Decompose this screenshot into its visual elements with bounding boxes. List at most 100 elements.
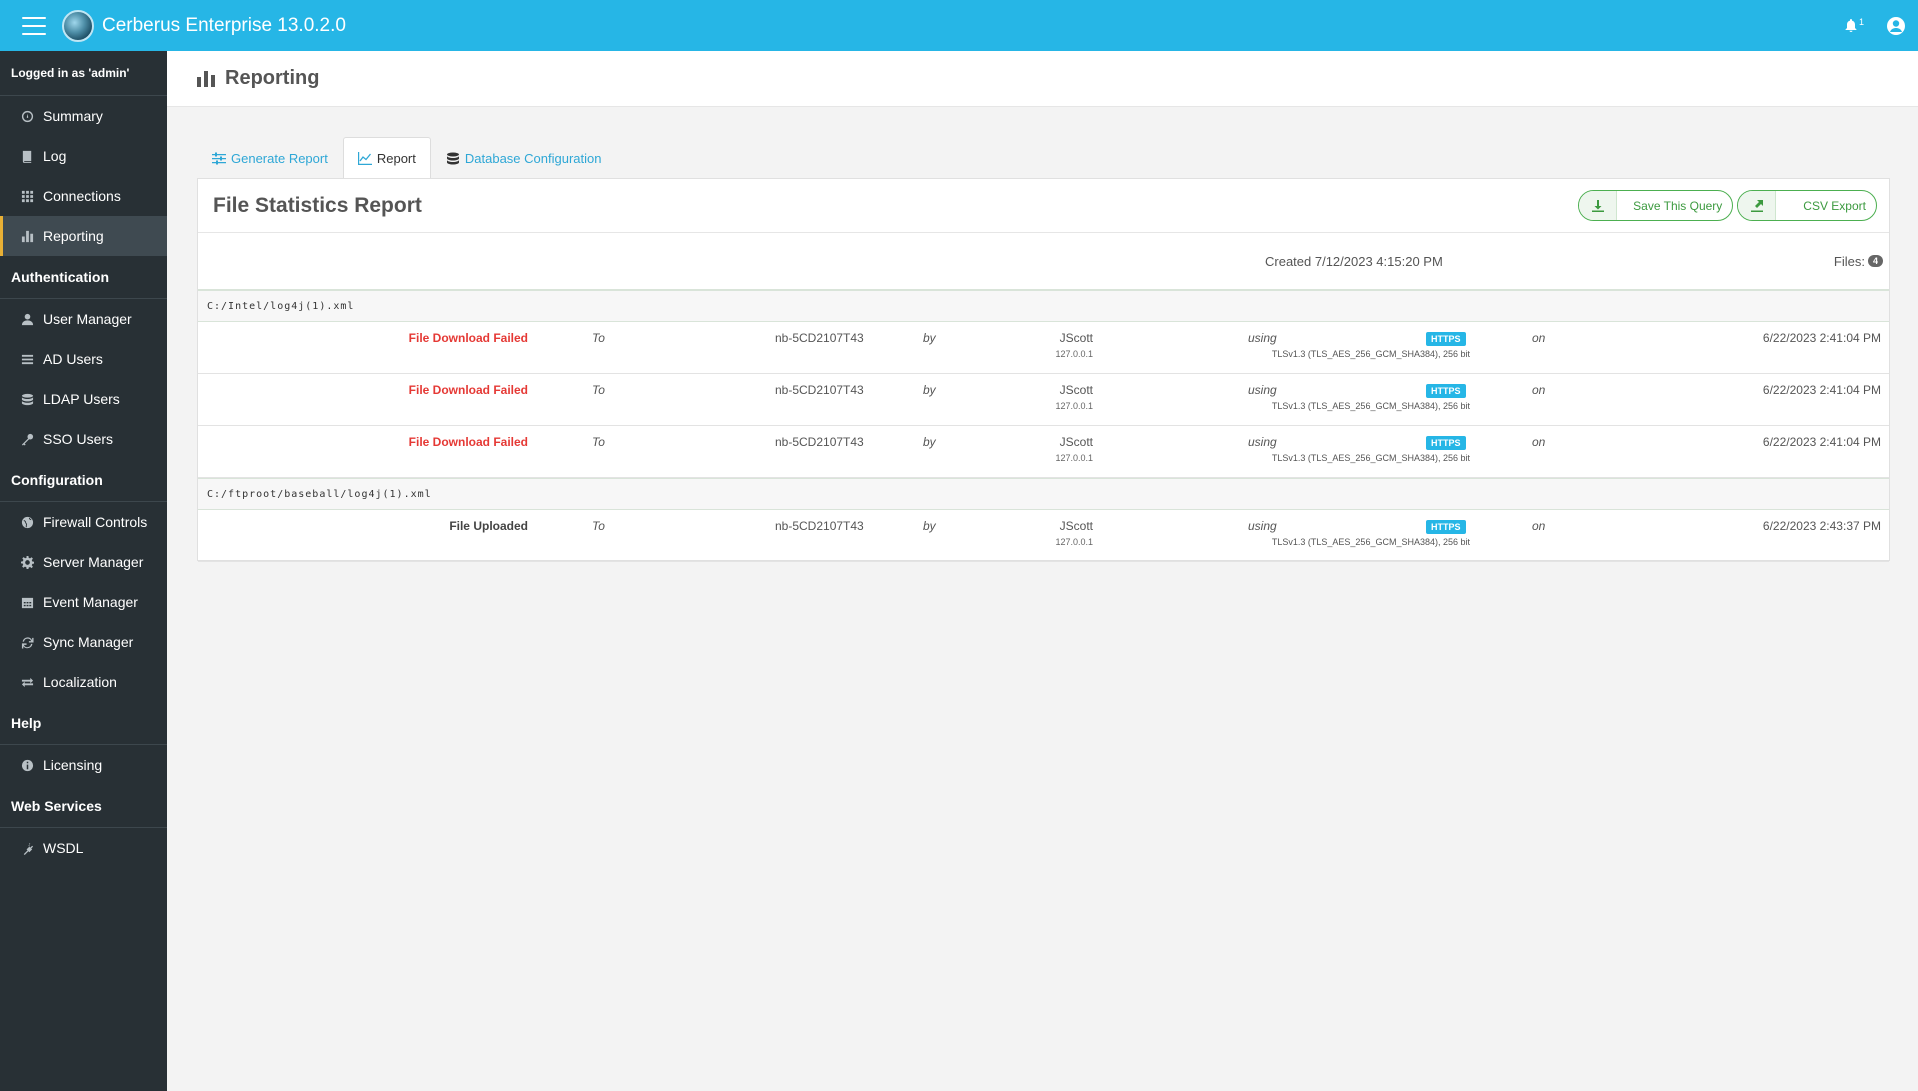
- to-label: To: [592, 331, 605, 345]
- sidebar-item-connections[interactable]: Connections: [0, 176, 167, 216]
- globe-icon: [20, 515, 34, 529]
- grid-icon: [20, 189, 34, 203]
- user-name: JScott: [1059, 331, 1093, 345]
- csv-export-button[interactable]: CSV Export: [1737, 190, 1877, 221]
- sidebar-item-label: Summary: [43, 108, 103, 124]
- sidebar-item-label: SSO Users: [43, 431, 114, 447]
- on-label: on: [1532, 435, 1546, 449]
- hamburger-menu-icon[interactable]: [22, 16, 46, 35]
- using-label: using: [1248, 435, 1277, 449]
- protocol-badge: HTTPS: [1426, 332, 1466, 346]
- sidebar-item-label: User Manager: [43, 311, 132, 327]
- sidebar-item-wsdl[interactable]: WSDL: [0, 828, 167, 868]
- notifications-button[interactable]: 1: [1845, 17, 1864, 32]
- tab-label: Database Configuration: [464, 151, 602, 166]
- page-header: Reporting: [167, 51, 1918, 107]
- ip-address: 127.0.0.1: [1055, 349, 1093, 359]
- bell-icon: [1845, 19, 1857, 32]
- user-account-icon[interactable]: [1886, 16, 1906, 36]
- event-timestamp: 6/22/2023 2:43:37 PM: [1762, 519, 1881, 533]
- report-title: File Statistics Report: [213, 193, 422, 217]
- ip-address: 127.0.0.1: [1055, 537, 1093, 547]
- exchange-icon: [20, 675, 34, 689]
- event-timestamp: 6/22/2023 2:41:04 PM: [1762, 383, 1881, 397]
- sidebar-item-label: AD Users: [43, 351, 103, 367]
- notification-count: 1: [1858, 17, 1864, 27]
- sidebar-item-label: Connections: [43, 188, 121, 204]
- to-label: To: [592, 383, 605, 397]
- on-label: on: [1532, 331, 1546, 345]
- host-name: nb-5CD2107T43: [775, 331, 864, 345]
- tls-info: TLSv1.3 (TLS_AES_256_GCM_SHA384), 256 bi…: [1271, 401, 1470, 411]
- sidebar-item-firewall-controls[interactable]: Firewall Controls: [0, 502, 167, 542]
- status-text: File Download Failed: [408, 383, 528, 397]
- database-icon: [446, 152, 459, 165]
- sidebar-item-sso-users[interactable]: SSO Users: [0, 419, 167, 459]
- tls-info: TLSv1.3 (TLS_AES_256_GCM_SHA384), 256 bi…: [1271, 349, 1470, 359]
- status-text: File Download Failed: [408, 331, 528, 345]
- sidebar: Logged in as 'admin' Summary Log Connect…: [0, 51, 167, 1091]
- created-timestamp: Created 7/12/2023 4:15:20 PM: [1265, 253, 1443, 269]
- table-row: File Download Failed To nb-5CD2107T43 by…: [198, 374, 1889, 426]
- user-name: JScott: [1059, 519, 1093, 533]
- tls-info: TLSv1.3 (TLS_AES_256_GCM_SHA384), 256 bi…: [1271, 537, 1470, 547]
- ip-address: 127.0.0.1: [1055, 453, 1093, 463]
- table-row: File Download Failed To nb-5CD2107T43 by…: [198, 426, 1889, 478]
- sidebar-item-ad-users[interactable]: AD Users: [0, 339, 167, 379]
- file-path-header: C:/ftproot/baseball/log4j(1).xml: [198, 478, 1889, 510]
- database-icon: [20, 392, 34, 406]
- files-count: Files: 4: [1834, 254, 1883, 269]
- table-row: File Uploaded To nb-5CD2107T43 by JScott…: [198, 510, 1889, 562]
- sidebar-item-reporting[interactable]: Reporting: [0, 216, 167, 256]
- host-name: nb-5CD2107T43: [775, 383, 864, 397]
- sidebar-item-event-manager[interactable]: Event Manager: [0, 582, 167, 622]
- section-authentication: Authentication: [0, 256, 167, 299]
- info-icon: [20, 758, 34, 772]
- tab-database-configuration[interactable]: Database Configuration: [431, 137, 617, 179]
- event-timestamp: 6/22/2023 2:41:04 PM: [1762, 331, 1881, 345]
- sidebar-item-label: Localization: [43, 674, 117, 690]
- list-icon: [20, 352, 34, 366]
- save-query-button[interactable]: Save This Query: [1578, 190, 1734, 221]
- host-name: nb-5CD2107T43: [775, 435, 864, 449]
- gear-icon: [20, 555, 34, 569]
- protocol-badge: HTTPS: [1426, 436, 1466, 450]
- download-icon: [1591, 199, 1604, 212]
- tab-label: Generate Report: [231, 151, 328, 166]
- report-panel: File Statistics Report Save This Query C…: [197, 178, 1890, 562]
- section-web-services: Web Services: [0, 785, 167, 828]
- event-timestamp: 6/22/2023 2:41:04 PM: [1762, 435, 1881, 449]
- ip-address: 127.0.0.1: [1055, 401, 1093, 411]
- tab-label: Report: [376, 151, 416, 166]
- protocol-badge: HTTPS: [1426, 384, 1466, 398]
- sidebar-item-label: Firewall Controls: [43, 514, 148, 530]
- sidebar-item-log[interactable]: Log: [0, 136, 167, 176]
- csv-export-label: CSV Export: [1803, 198, 1866, 213]
- calendar-icon: [20, 595, 34, 609]
- book-icon: [20, 149, 34, 163]
- sidebar-item-localization[interactable]: Localization: [0, 662, 167, 702]
- tab-generate-report[interactable]: Generate Report: [197, 137, 343, 179]
- sidebar-item-sync-manager[interactable]: Sync Manager: [0, 622, 167, 662]
- protocol-badge: HTTPS: [1426, 520, 1466, 534]
- sidebar-item-ldap-users[interactable]: LDAP Users: [0, 379, 167, 419]
- status-text: File Uploaded: [449, 519, 528, 533]
- by-label: by: [923, 519, 936, 533]
- cerberus-logo: [62, 9, 94, 42]
- section-configuration: Configuration: [0, 459, 167, 502]
- top-bar: Cerberus Enterprise 13.0.2.0 1: [0, 0, 1918, 51]
- report-meta: Created 7/12/2023 4:15:20 PM Files: 4: [198, 233, 1889, 290]
- sidebar-item-label: Reporting: [43, 228, 104, 244]
- using-label: using: [1248, 519, 1277, 533]
- user-name: JScott: [1059, 435, 1093, 449]
- tab-report[interactable]: Report: [342, 137, 431, 179]
- sidebar-item-server-manager[interactable]: Server Manager: [0, 542, 167, 582]
- sidebar-item-licensing[interactable]: Licensing: [0, 745, 167, 785]
- refresh-icon: [20, 635, 34, 649]
- bar-chart-icon: [197, 70, 215, 87]
- save-query-label: Save This Query: [1633, 198, 1723, 213]
- sidebar-item-user-manager[interactable]: User Manager: [0, 299, 167, 339]
- report-tabs: Generate Report Report Database Configur…: [197, 137, 616, 179]
- sidebar-item-summary[interactable]: Summary: [0, 96, 167, 136]
- files-count-badge: 4: [1867, 255, 1883, 267]
